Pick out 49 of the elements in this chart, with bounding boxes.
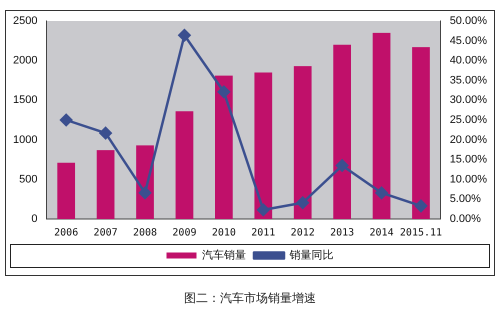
y-tick-label: 500 bbox=[19, 173, 38, 186]
x-tick-label: 2011 bbox=[251, 228, 276, 239]
point bbox=[138, 186, 152, 200]
y2-tick-label: 20.00% bbox=[450, 134, 488, 146]
point bbox=[99, 126, 112, 140]
y2-tick-label: 10.00% bbox=[450, 173, 488, 186]
x-tick-label: 2013 bbox=[330, 228, 354, 239]
x-tick-label: 2007 bbox=[94, 228, 118, 239]
bar bbox=[254, 72, 272, 219]
bar bbox=[412, 47, 430, 219]
x-tick-label: 2012 bbox=[290, 228, 315, 239]
bar bbox=[57, 162, 76, 219]
legend-label: 汽车销量 bbox=[202, 248, 246, 262]
y2-tick-label: 0.00% bbox=[450, 213, 482, 226]
point bbox=[218, 86, 230, 98]
point bbox=[296, 196, 309, 210]
y2-tick-label: 35.00% bbox=[450, 74, 488, 86]
y2-tick-label: 40.00% bbox=[450, 54, 488, 67]
bar bbox=[294, 66, 312, 219]
y-tick-label: 1500 bbox=[12, 94, 38, 106]
y2-tick-label: 45.00% bbox=[450, 34, 488, 47]
point bbox=[257, 204, 270, 216]
y-tick-label: 1000 bbox=[12, 134, 38, 146]
x-tick-label: 2010 bbox=[212, 228, 236, 239]
point bbox=[414, 200, 428, 212]
y2-tick-label: 15.00% bbox=[450, 154, 488, 166]
y2-tick-label: 5.00% bbox=[450, 193, 482, 206]
x-tick-label: 2009 bbox=[172, 228, 196, 239]
y-tick-label: 2500 bbox=[12, 15, 38, 28]
point bbox=[336, 159, 348, 172]
x-tick-label: 2006 bbox=[54, 228, 78, 239]
y-tick-label: 0 bbox=[31, 213, 38, 226]
y2-tick-label: 50.00% bbox=[450, 15, 488, 28]
y-tick-label: 2000 bbox=[12, 54, 38, 67]
point bbox=[375, 186, 388, 200]
bar bbox=[215, 76, 233, 219]
x-tick-label: 2015.11 bbox=[400, 228, 442, 239]
bar bbox=[372, 32, 390, 219]
point bbox=[178, 29, 191, 42]
text: 图二：汽车市场销量增速 bbox=[183, 290, 317, 307]
x-tick-label: 2008 bbox=[132, 228, 158, 239]
legend-label: 销量同比 bbox=[288, 248, 334, 262]
point bbox=[60, 114, 72, 126]
bar bbox=[333, 44, 352, 219]
bar bbox=[96, 150, 114, 219]
x-tick-label: 2014 bbox=[370, 228, 394, 239]
y2-tick-label: 25.00% bbox=[450, 114, 488, 126]
bar bbox=[176, 111, 194, 219]
y2-tick-label: 30.00% bbox=[450, 94, 488, 106]
